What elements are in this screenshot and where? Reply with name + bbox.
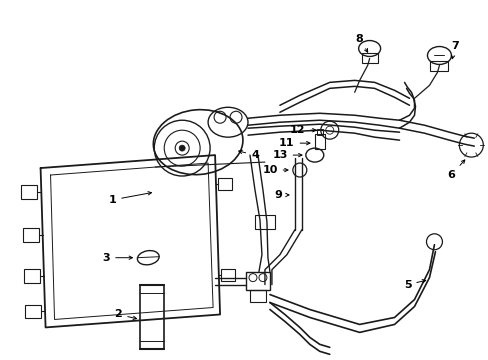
Text: 6: 6 (447, 160, 464, 180)
Bar (140, 285, 164, 349)
Text: 11: 11 (279, 138, 309, 148)
Bar (254, 215, 274, 229)
Text: 10: 10 (262, 165, 287, 175)
Bar (22, 228, 39, 242)
Bar (361, 54, 377, 63)
Text: 2: 2 (114, 310, 136, 319)
Text: 12: 12 (289, 125, 315, 135)
Text: 1: 1 (108, 192, 151, 205)
Text: 8: 8 (355, 33, 367, 52)
Bar (221, 269, 234, 280)
Bar (429, 62, 447, 71)
Text: 4: 4 (238, 150, 258, 160)
Bar (25, 305, 41, 319)
Bar (218, 178, 231, 190)
Text: 13: 13 (272, 150, 302, 160)
Circle shape (179, 145, 185, 151)
Bar (314, 134, 324, 149)
Bar (21, 185, 37, 199)
Bar (24, 269, 40, 283)
Text: 3: 3 (102, 253, 132, 263)
Bar (249, 289, 265, 302)
Bar (245, 272, 269, 289)
Text: 5: 5 (403, 280, 425, 289)
Text: 9: 9 (273, 190, 288, 200)
Text: 7: 7 (450, 41, 458, 59)
Bar (316, 129, 322, 135)
